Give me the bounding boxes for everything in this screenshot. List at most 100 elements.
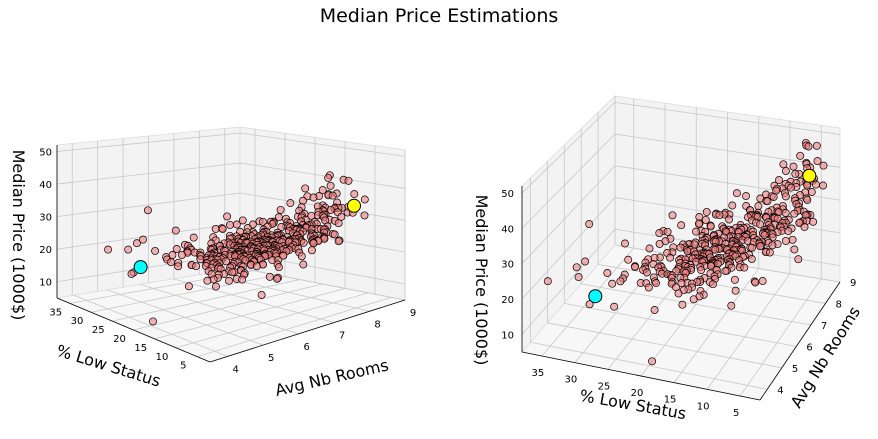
right-data-point bbox=[790, 209, 799, 218]
left-grid bbox=[56, 128, 406, 358]
left-data-point bbox=[326, 181, 335, 190]
left-tick-z: 20 bbox=[39, 245, 52, 256]
left-xlabel: Avg Nb Rooms bbox=[273, 355, 390, 400]
right-data-point bbox=[740, 263, 749, 272]
right-gridline-z bbox=[521, 197, 616, 300]
left-gridline-y bbox=[175, 292, 369, 349]
right-data-point bbox=[807, 188, 816, 196]
left-data-points bbox=[104, 171, 369, 326]
right-gridline-z bbox=[521, 102, 616, 194]
right-zlabel: Median Price (1000$) bbox=[472, 195, 491, 366]
right-data-point bbox=[781, 236, 790, 245]
right-data-point bbox=[652, 279, 660, 288]
right-tick-y: 5 bbox=[792, 364, 798, 375]
left-lstat-axis-line bbox=[56, 297, 211, 363]
right-highlight-yellow-point bbox=[802, 168, 817, 183]
left-data-point bbox=[273, 274, 282, 283]
left-data-point bbox=[252, 262, 261, 271]
right-tick-y: 9 bbox=[850, 278, 856, 289]
left-data-point bbox=[265, 272, 274, 281]
right-gridline-y bbox=[581, 283, 811, 326]
right-data-point bbox=[663, 227, 672, 236]
left-data-point bbox=[277, 223, 286, 231]
left-tick-z: 30 bbox=[39, 213, 52, 224]
left-data-point bbox=[124, 245, 133, 254]
right-tick-x: 25 bbox=[598, 381, 611, 392]
right-data-point bbox=[708, 280, 717, 289]
right-data-point bbox=[765, 248, 774, 257]
right-data-point bbox=[655, 239, 664, 248]
right-data-point bbox=[668, 211, 677, 220]
right-gridline-x bbox=[739, 278, 822, 397]
left-data-point bbox=[299, 238, 308, 247]
right-tick-y: 7 bbox=[821, 321, 827, 332]
right-lstat-axis-line bbox=[521, 351, 761, 401]
right-data-point bbox=[692, 227, 700, 236]
right-data-point bbox=[811, 180, 820, 189]
left-data-point bbox=[232, 220, 241, 229]
right-data-point bbox=[747, 255, 756, 263]
right-data-point bbox=[616, 277, 625, 286]
right-data-point bbox=[809, 217, 818, 226]
left-data-point bbox=[274, 263, 283, 272]
right-gridline-x bbox=[706, 273, 791, 390]
right-tick-y: 8 bbox=[835, 299, 841, 310]
right-data-point bbox=[701, 215, 710, 224]
left-data-point bbox=[171, 226, 180, 235]
right-data-point bbox=[742, 192, 750, 201]
left-data-point bbox=[189, 233, 198, 242]
right-data-point bbox=[610, 302, 619, 311]
right-data-point bbox=[730, 275, 739, 284]
right-tick-z: 10 bbox=[501, 330, 514, 341]
right-data-point bbox=[728, 201, 737, 210]
left-data-point bbox=[104, 245, 113, 254]
right-data-point bbox=[603, 269, 612, 277]
right-data-point bbox=[812, 141, 821, 150]
left-gridline-z bbox=[239, 132, 406, 157]
right-tick-z: 20 bbox=[501, 295, 514, 306]
right-data-point bbox=[644, 283, 653, 292]
right-data-point bbox=[574, 273, 583, 282]
right-gridline-z bbox=[521, 228, 616, 335]
right-tick-y: 6 bbox=[806, 342, 812, 353]
left-data-point bbox=[226, 220, 234, 229]
left-highlight-yellow-point bbox=[347, 198, 361, 213]
right-data-point bbox=[725, 215, 734, 224]
right-data-point bbox=[775, 176, 783, 185]
left-rooms-axis-line bbox=[209, 299, 406, 363]
right-data-point bbox=[608, 279, 617, 288]
left-gridline-y bbox=[133, 283, 323, 331]
left-data-point bbox=[222, 257, 230, 266]
right-data-point bbox=[631, 263, 639, 272]
left-axes bbox=[56, 145, 406, 363]
left-data-point bbox=[149, 317, 157, 326]
right-data-point bbox=[655, 229, 664, 238]
right-data-point bbox=[678, 300, 687, 309]
left-gridline-y bbox=[197, 296, 392, 358]
left-gridline-y bbox=[90, 274, 277, 313]
right-tick-x: 15 bbox=[664, 395, 677, 406]
left-data-point bbox=[301, 184, 310, 193]
left-tick-y: 10 bbox=[156, 352, 169, 363]
right-tick-x: 20 bbox=[631, 388, 644, 399]
right-data-point bbox=[585, 220, 594, 229]
left-data-point bbox=[324, 173, 333, 182]
left-data-point bbox=[307, 211, 316, 220]
right-gridline-y bbox=[547, 322, 782, 369]
right-gridline-y bbox=[530, 341, 768, 390]
left-data-point bbox=[211, 282, 220, 291]
right-data-point bbox=[648, 357, 657, 366]
left-data-point bbox=[257, 291, 266, 299]
left-data-point bbox=[127, 269, 136, 278]
right-gridline-z bbox=[521, 133, 616, 229]
left-data-point bbox=[211, 224, 220, 233]
left-tick-z: 40 bbox=[39, 180, 52, 191]
left-data-point bbox=[167, 258, 176, 267]
right-data-point bbox=[758, 277, 767, 285]
right-data-point bbox=[677, 221, 686, 230]
left-data-point bbox=[334, 219, 343, 228]
right-data-point bbox=[689, 295, 698, 304]
right-data-point bbox=[796, 151, 805, 160]
